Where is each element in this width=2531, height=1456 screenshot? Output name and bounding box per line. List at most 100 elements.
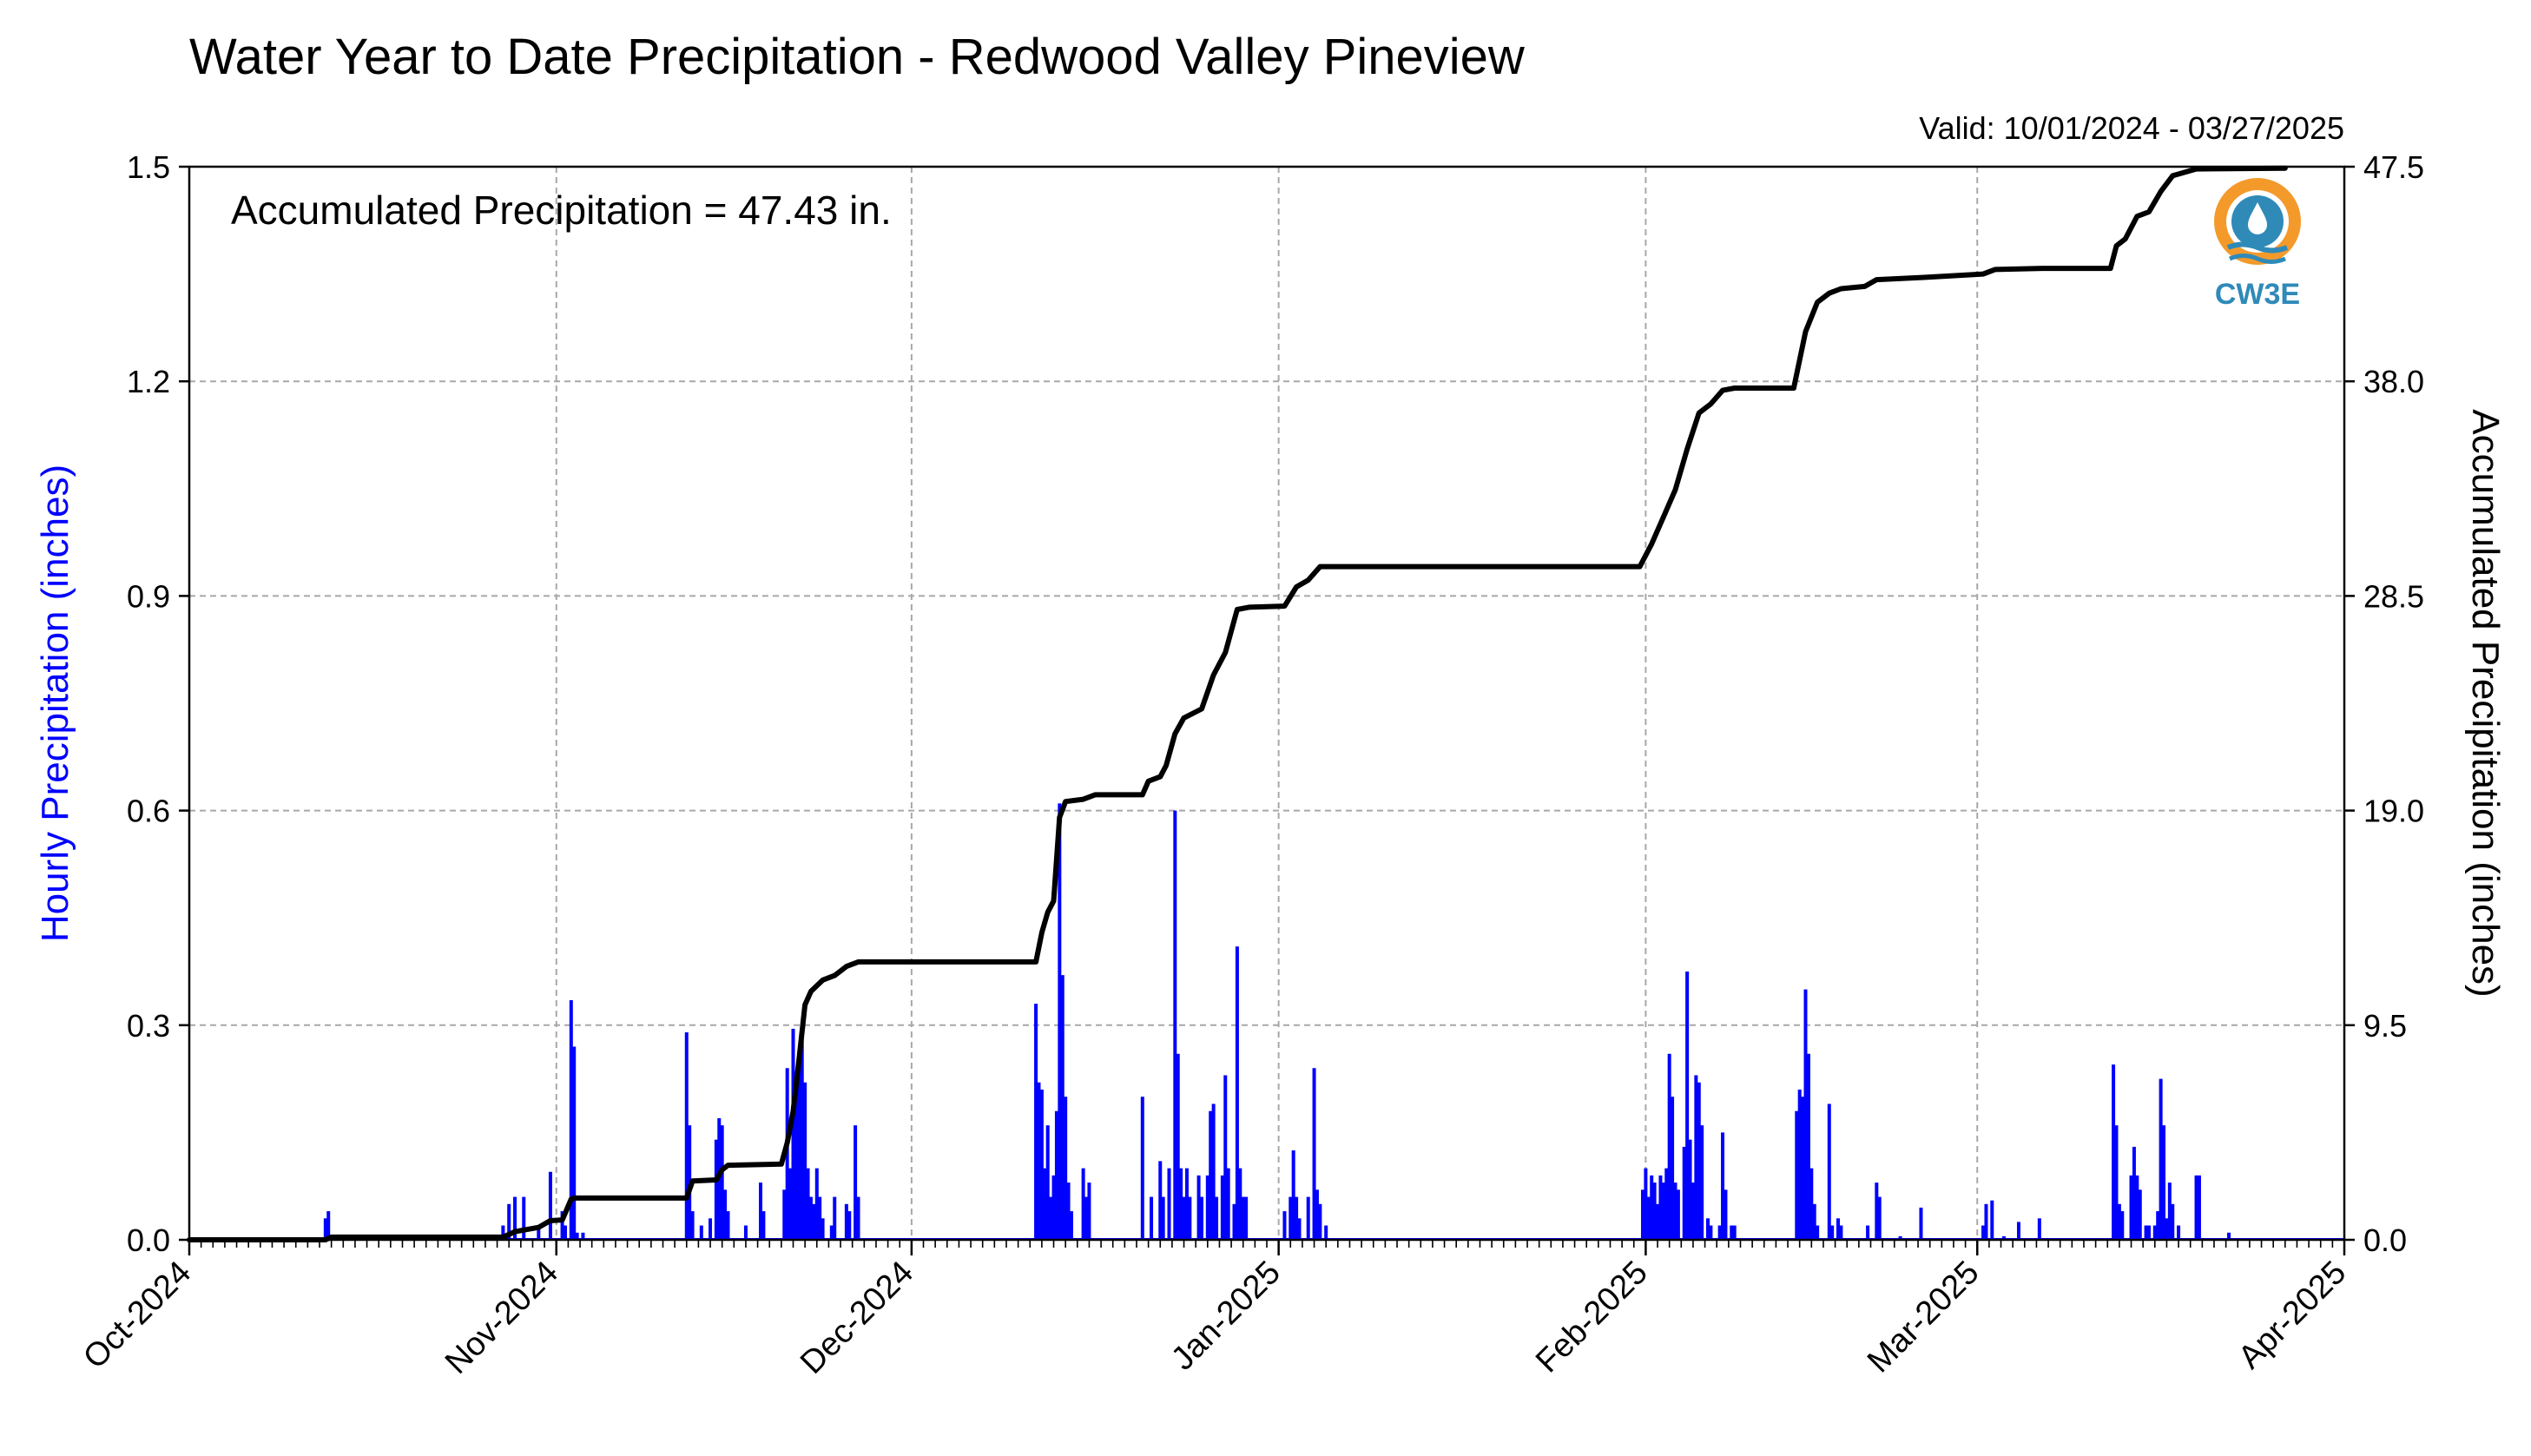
hourly-precip-bar [1051,1175,1056,1240]
hourly-precip-bar [726,1211,730,1240]
hourly-precip-bar [2197,1175,2201,1240]
left-tick-label: 0.9 [127,578,170,614]
hourly-precip-bar [1058,803,1062,1240]
hourly-precip-bar [1081,1168,1085,1240]
hourly-precip-bar [1291,1150,1295,1240]
hourly-precip-bar [788,1168,793,1240]
hourly-precip-bar [2016,1222,2020,1240]
hourly-precip-bar [1034,1004,1038,1240]
logo-wave-2 [2228,254,2287,264]
hourly-precip-bar [1066,1183,1071,1240]
right-tick-label: 0.0 [2363,1222,2407,1258]
hourly-precip-bar [1179,1168,1183,1240]
hourly-precip-bar [2112,1064,2116,1240]
hourly-precip-bar [1812,1203,1816,1240]
hourly-precip-bar [575,1232,579,1240]
hourly-precip-bar [1839,1225,1843,1240]
hourly-precip-bar [1717,1225,1722,1240]
hourly-precip-bar [1318,1203,1322,1240]
hourly-precip-bar [1069,1211,1073,1240]
hourly-precip-bar [563,1225,567,1240]
hourly-precip-bar [794,1097,798,1240]
hourly-precip-bar [548,1171,552,1240]
hourly-precip-bar [1173,810,1177,1240]
hourly-precip-bar [1795,1110,1799,1240]
hourly-precip-bar [1045,1125,1050,1240]
hourly-precip-bar [560,1211,564,1240]
hourly-precip-bar [821,1218,825,1240]
hourly-precip-bar [1043,1168,1047,1240]
hourly-precip-bar [1182,1196,1186,1240]
hourly-precip-bar [1199,1196,1203,1240]
hourly-precip-bar [1866,1225,1870,1240]
hourly-precip-bar [1682,1146,1686,1240]
left-tick-label: 0.6 [127,794,170,829]
hourly-precip-bar [2117,1203,2121,1240]
hourly-precip-bar [761,1211,766,1240]
hourly-precip-bar [1244,1196,1249,1240]
hourly-precip-bar [569,999,573,1240]
hourly-precip-bar [791,1028,795,1240]
hourly-precip-bar [1238,1168,1242,1240]
hourly-precip-bar [1289,1196,1293,1240]
chart-title: Water Year to Date Precipitation - Redwo… [189,29,1526,85]
y-axis-label-right: Accumulated Precipitation (inches) [2464,409,2507,997]
hourly-precip-bar [1697,1082,1701,1240]
hourly-precip-bar [522,1196,526,1240]
hourly-precip-bar [714,1139,718,1240]
hourly-precip-bar [1709,1225,1713,1240]
hourly-precip-bar [1060,975,1064,1240]
hourly-precip-bar [1981,1225,1986,1240]
hourly-precip-bar [1176,1053,1180,1240]
hourly-precip-bar [1984,1203,1988,1240]
hourly-precip-bar [1158,1161,1163,1240]
hourly-precip-bar [1315,1189,1319,1240]
hourly-precip-bar [1652,1183,1657,1240]
hourly-precip-bar [743,1225,748,1240]
hourly-precip-bar [1226,1168,1230,1240]
logo-wave-1 [2226,241,2289,254]
hourly-precip-bar [800,1024,804,1240]
hourly-precip-bar [1671,1097,1675,1240]
hourly-precip-bar [1640,1189,1644,1240]
hourly-precip-bar [812,1203,816,1240]
hourly-precip-bar [1898,1235,1902,1240]
hourly-precip-bar [806,1168,810,1240]
hourly-precip-bar [2152,1225,2157,1240]
left-tick-label: 1.2 [127,364,170,399]
accumulated-precip-line [187,165,2288,1242]
hourly-precip-bar [1809,1168,1814,1240]
hourly-precip-bar [1875,1183,1879,1240]
hourly-precip-bar [785,1068,789,1240]
hourly-precip-bar [2146,1225,2151,1240]
hourly-precip-bar [684,1032,689,1240]
hourly-precip-bar [1806,1053,1810,1240]
hourly-precip-bar [1656,1203,1660,1240]
hourly-precip-bar [1049,1196,1053,1240]
hourly-precip-bar [537,1225,541,1240]
hourly-precip-bar [797,1053,801,1240]
hourly-precip-bar [1836,1218,1841,1240]
hourly-precip-bar [1297,1218,1302,1240]
hourly-precip-bar [1700,1125,1704,1240]
hourly-precip-bar [1150,1196,1154,1240]
hourly-precip-bar [1235,946,1239,1240]
hourly-precip-bar [1803,989,1808,1240]
hourly-precip-bar [1797,1089,1802,1240]
hourly-precip-bar [1661,1183,1665,1240]
hourly-precip-bar [814,1168,819,1240]
left-tick-label: 1.5 [127,149,170,185]
hourly-precip-bar [2162,1125,2166,1240]
hourly-precip-bar [1730,1225,1734,1240]
hourly-precip-bar [844,1203,848,1240]
accumulated-total-annotation: Accumulated Precipitation = 47.43 in. [231,188,892,233]
hourly-precip-bar [513,1196,517,1240]
hourly-precip-bar [1801,1097,1805,1240]
hourly-precip-bar [2037,1218,2041,1240]
grid-lines [189,167,2344,1240]
water-drop-icon [2248,202,2267,234]
hourly-precip-bar [2001,1235,2006,1240]
hourly-precip-bar [1232,1203,1236,1240]
